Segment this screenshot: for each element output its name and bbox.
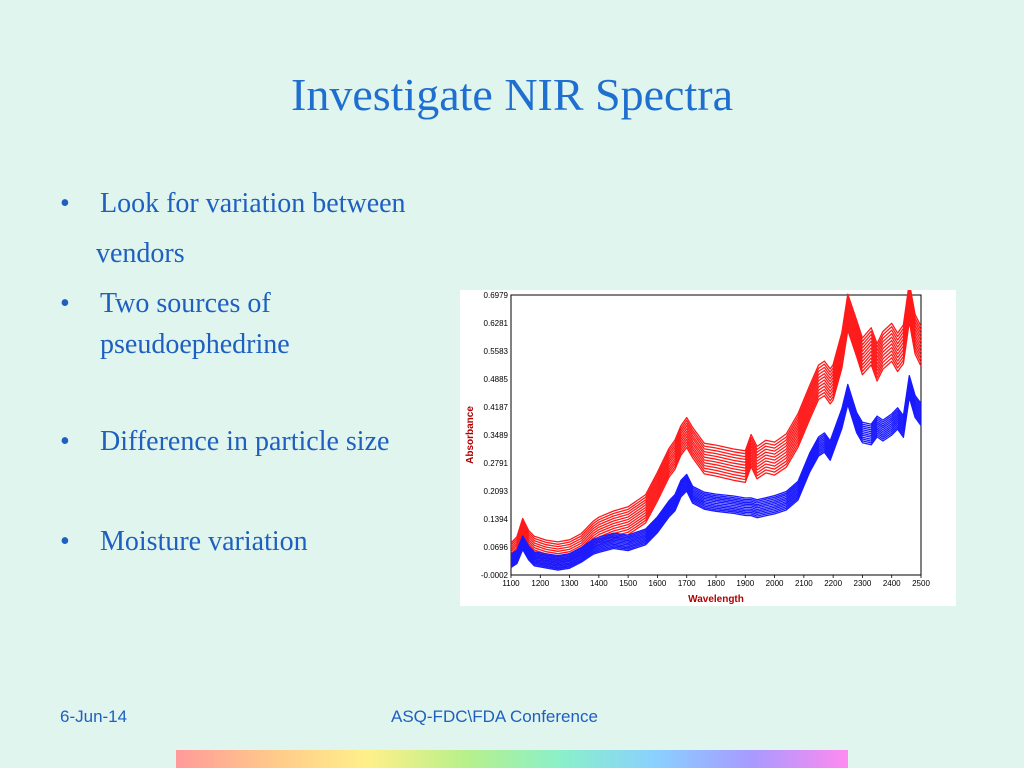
blue-spectrum-line xyxy=(510,384,922,563)
bullet-item: • Two sources of xyxy=(60,288,271,320)
bullet-glyph: • xyxy=(60,188,70,219)
bullet-text: Look for variation between xyxy=(100,188,406,219)
footer-conference: ASQ-FDC\FDA Conference xyxy=(391,707,598,726)
x-tick-label: 2200 xyxy=(824,579,842,588)
x-tick-label: 2000 xyxy=(766,579,784,588)
x-tick-label: 1800 xyxy=(707,579,725,588)
bullet-text-continued: vendors xyxy=(96,238,185,269)
x-tick-label: 2500 xyxy=(912,579,930,588)
blue-spectrum-line xyxy=(510,374,922,557)
bullet-glyph: • xyxy=(60,288,70,319)
bullet-text: Moisture variation xyxy=(100,526,308,557)
x-tick-label: 2100 xyxy=(795,579,813,588)
chart-svg: 1100 1200 1300 1400 1500 1600 1700 1800 1900 2000… xyxy=(465,290,931,605)
blue-spectrum-line xyxy=(510,388,922,566)
blue-spectrum-line xyxy=(510,392,922,569)
y-tick-label: 0.6281 xyxy=(484,319,509,328)
x-tick-label: 1400 xyxy=(590,579,608,588)
nir-spectra-chart: 1100 1200 1300 1400 1500 1600 1700 1800 1900 2000… xyxy=(460,290,956,606)
series-layer xyxy=(510,290,922,571)
tick-layer: 1100 1200 1300 1400 1500 1600 1700 1800 1900 2000… xyxy=(481,291,931,588)
y-tick-label: -0.0002 xyxy=(481,571,509,580)
y-tick-label: 0.4187 xyxy=(484,403,509,412)
blue-spectrum-line xyxy=(510,376,922,558)
blue-spectrum-line xyxy=(510,394,922,570)
red-spectrum-line xyxy=(510,296,922,553)
bullet-item: • Moisture variation xyxy=(60,526,308,558)
blue-spectrum-line xyxy=(510,386,922,565)
red-spectrum-line xyxy=(510,292,922,550)
x-tick-label: 1200 xyxy=(531,579,549,588)
bullet-item: • Difference in particle size xyxy=(60,426,389,458)
x-tick-label: 1300 xyxy=(561,579,579,588)
x-tick-label: 1600 xyxy=(649,579,667,588)
blue-spectrum-line xyxy=(510,390,922,567)
blue-spectrum-line xyxy=(510,382,922,562)
x-axis-label: Wavelength xyxy=(688,594,744,605)
x-tick-label: 2300 xyxy=(854,579,872,588)
x-tick-label: 1900 xyxy=(736,579,754,588)
red-spectrum-line xyxy=(510,290,922,546)
red-spectrum-line xyxy=(510,290,922,548)
footer-date: 6-Jun-14 xyxy=(60,707,128,726)
rainbow-bar xyxy=(176,750,848,768)
x-tick-label: 1500 xyxy=(619,579,637,588)
blue-spectrum-line xyxy=(510,378,922,559)
bullet-item: • Look for variation between xyxy=(60,188,406,220)
bullet-text-continued: pseudoephedrine xyxy=(100,329,290,360)
y-tick-label: 0.4885 xyxy=(484,375,509,384)
bullet-text: Two sources of xyxy=(100,288,271,319)
y-tick-label: 0.3489 xyxy=(484,431,509,440)
bullet-glyph: • xyxy=(60,426,70,457)
y-tick-label: 0.1394 xyxy=(484,515,509,524)
x-tick-label: 1700 xyxy=(678,579,696,588)
bullet-text: Difference in particle size xyxy=(100,426,390,457)
y-axis-label: Absorbance xyxy=(465,406,476,464)
blue-spectrum-line xyxy=(510,396,922,571)
x-tick-label: 1100 xyxy=(502,579,520,588)
slide-title: Investigate NIR Spectra xyxy=(291,69,733,120)
red-spectrum-line xyxy=(510,290,922,544)
blue-spectrum-line xyxy=(510,380,922,561)
y-tick-label: 0.2791 xyxy=(484,459,509,468)
y-tick-label: 0.2093 xyxy=(484,487,509,496)
y-tick-label: 0.0696 xyxy=(484,543,509,552)
red-spectrum-line xyxy=(510,299,922,555)
x-tick-label: 2400 xyxy=(883,579,901,588)
bullet-glyph: • xyxy=(60,526,70,557)
y-tick-label: 0.5583 xyxy=(484,347,509,356)
y-tick-label: 0.6979 xyxy=(484,291,509,300)
